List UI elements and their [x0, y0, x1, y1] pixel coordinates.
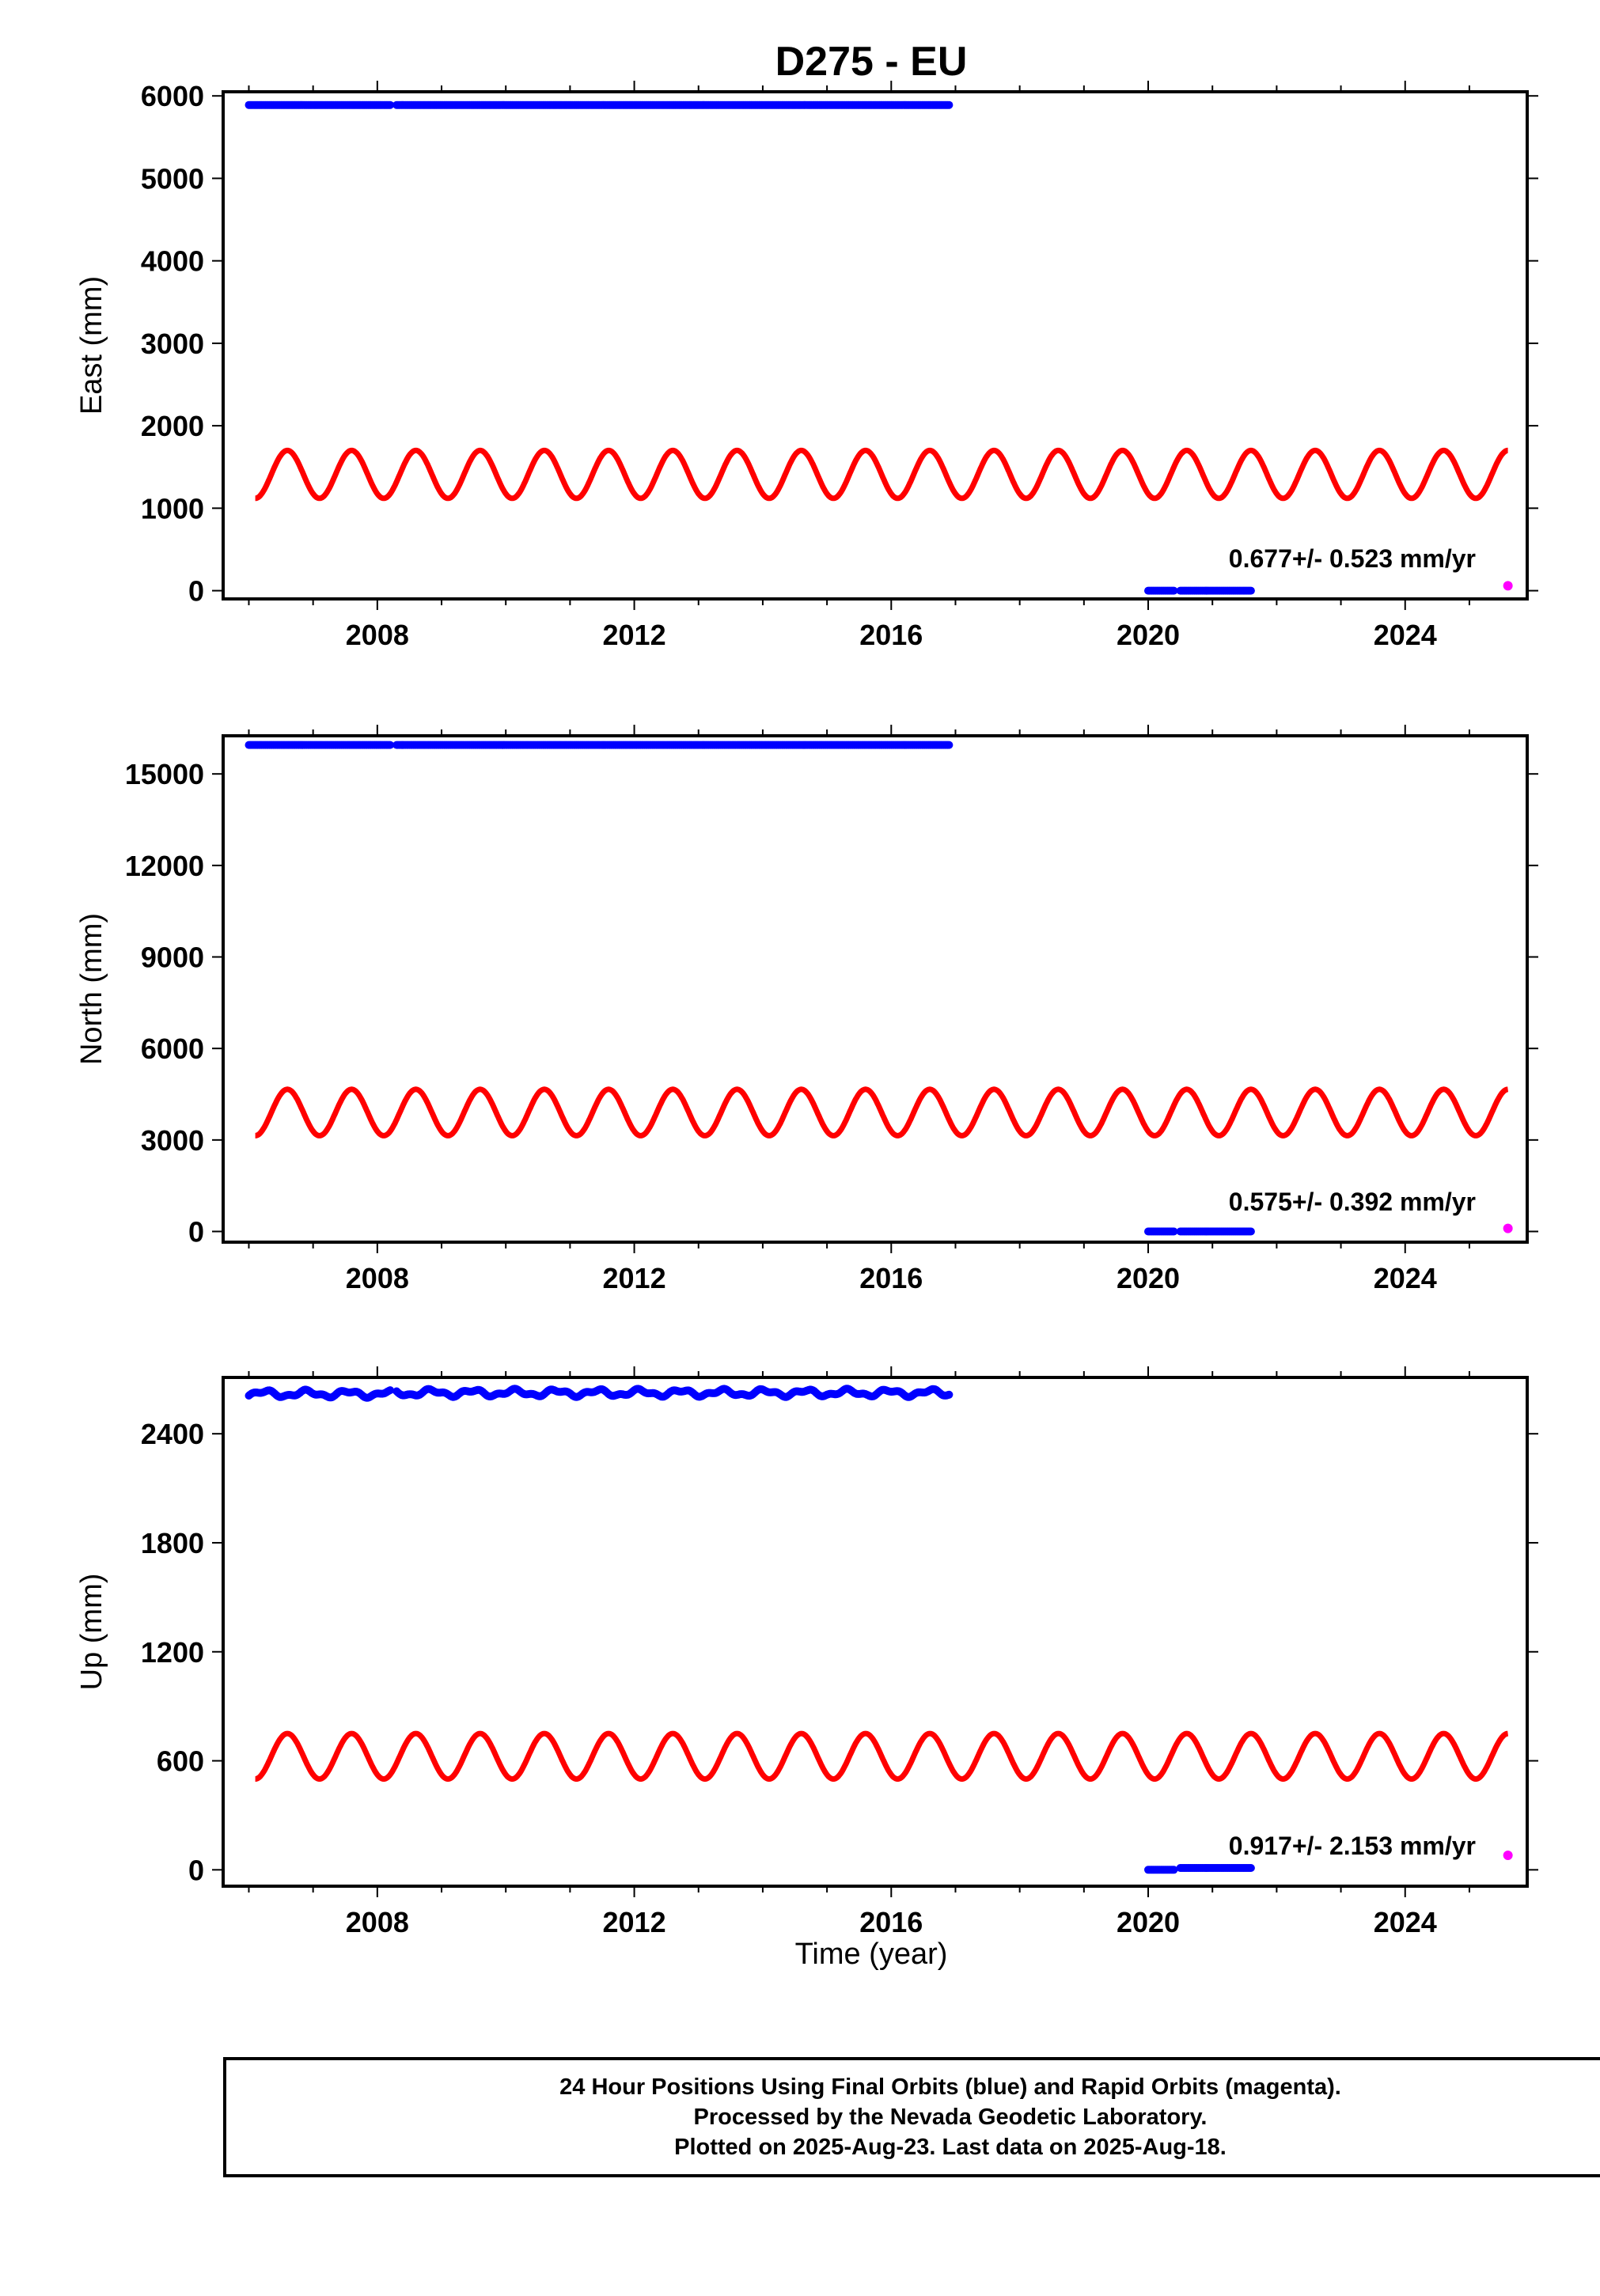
- north-y-axis-label: North (mm): [75, 913, 108, 1065]
- caption-line-1: 24 Hour Positions Using Final Orbits (bl…: [559, 2074, 1341, 2100]
- east-y-tick-label-0: 0: [188, 575, 204, 608]
- east-x-tick-label-2020: 2020: [1117, 619, 1180, 651]
- north-final-orbits-segment-2: [1144, 1227, 1178, 1236]
- caption-line-3: Plotted on 2025-Aug-23. Last data on 202…: [674, 2135, 1227, 2160]
- up-y-tick-label-0: 0: [188, 1854, 204, 1886]
- north-x-tick-label-2020: 2020: [1117, 1262, 1180, 1294]
- north-panel: 2008 2012 2016 2020 2024 0 3000 6000 9000 12000 15…: [75, 725, 1538, 1294]
- east-velocity-label: 0.677+/- 0.523 mm/yr: [1229, 544, 1476, 573]
- east-x-tick-label-2016: 2016: [859, 619, 923, 651]
- up-x-tick-label-2024: 2024: [1374, 1906, 1437, 1938]
- up-final-orbit-point: [945, 1390, 954, 1399]
- x-axis-label: Time (year): [795, 1938, 948, 1971]
- north-y-tick-label-12000: 12000: [125, 850, 204, 882]
- north-final-orbit-point: [1170, 1227, 1178, 1236]
- east-final-orbit-point: [945, 100, 954, 109]
- north-model-curve: [255, 1086, 1509, 1139]
- north-final-orbits-segment-1: [392, 741, 954, 749]
- up-rapid-orbit-point-0: [1503, 1850, 1513, 1860]
- east-plot-frame: [222, 90, 1529, 601]
- north-x-tick-label-2016: 2016: [859, 1262, 923, 1294]
- east-final-orbits-segment-1: [392, 100, 954, 109]
- east-panel: 2008 2012 2016 2020 2024 0 1000 2000 3000 4000 500…: [75, 80, 1538, 651]
- east-x-tick-label-2008: 2008: [346, 619, 409, 651]
- caption-box: 24 Hour Positions Using Final Orbits (bl…: [223, 2057, 1600, 2177]
- east-final-orbit-point: [386, 100, 395, 109]
- east-y-tick-label-1000: 1000: [141, 492, 204, 525]
- east-y-tick-label-3000: 3000: [141, 328, 204, 360]
- up-velocity-label: 0.917+/- 2.153 mm/yr: [1229, 1832, 1476, 1860]
- north-y-tick-label-15000: 15000: [125, 758, 204, 790]
- up-final-orbits-segment-0: [245, 1385, 395, 1402]
- north-final-orbit-point: [945, 741, 954, 749]
- east-final-orbits-segment-2: [1144, 586, 1178, 595]
- up-x-tick-label-2012: 2012: [603, 1906, 666, 1938]
- north-final-orbits-segment-0: [245, 741, 395, 749]
- east-x-tick-label-2012: 2012: [603, 619, 666, 651]
- up-x-tick-label-2016: 2016: [859, 1906, 923, 1938]
- east-rapid-orbit-point-0: [1503, 581, 1513, 591]
- north-x-tick-label-2008: 2008: [346, 1262, 409, 1294]
- up-final-orbits-segment-3: [1176, 1864, 1255, 1872]
- north-y-tick-label-0: 0: [188, 1216, 204, 1248]
- east-y-tick-label-4000: 4000: [141, 245, 204, 278]
- east-final-orbits-segment-0: [245, 100, 395, 109]
- up-final-orbit-point: [386, 1386, 395, 1395]
- north-final-orbits-segment-3: [1176, 1227, 1255, 1236]
- up-model-curve: [255, 1730, 1509, 1782]
- up-x-tick-label-2020: 2020: [1117, 1906, 1180, 1938]
- east-y-tick-label-6000: 6000: [141, 80, 204, 112]
- up-plot-frame: [222, 1376, 1529, 1888]
- up-final-orbit-point: [1246, 1864, 1255, 1872]
- up-y-tick-label-600: 600: [157, 1745, 204, 1778]
- chart-title: D275 - EU: [775, 39, 968, 85]
- east-y-axis-label: East (mm): [75, 276, 108, 415]
- north-y-tick-label-9000: 9000: [141, 942, 204, 974]
- up-y-axis-label: Up (mm): [75, 1574, 108, 1691]
- up-y-tick-label-1200: 1200: [141, 1636, 204, 1669]
- up-final-orbit-point: [1170, 1866, 1178, 1874]
- north-y-tick-label-6000: 6000: [141, 1032, 204, 1065]
- north-velocity-label: 0.575+/- 0.392 mm/yr: [1229, 1188, 1476, 1216]
- east-x-tick-label-2024: 2024: [1374, 619, 1437, 651]
- up-final-orbits-segment-2: [1144, 1866, 1178, 1874]
- north-x-tick-label-2024: 2024: [1374, 1262, 1437, 1294]
- caption-line-2: Processed by the Nevada Geodetic Laborat…: [693, 2105, 1208, 2130]
- east-final-orbit-point: [1246, 586, 1255, 595]
- north-final-orbit-point: [1246, 1227, 1255, 1236]
- north-rapid-orbit-point-0: [1503, 1223, 1513, 1233]
- north-y-tick-label-3000: 3000: [141, 1124, 204, 1157]
- east-final-orbits-segment-3: [1176, 586, 1255, 595]
- up-y-tick-label-1800: 1800: [141, 1527, 204, 1559]
- north-plot-frame: [222, 734, 1529, 1244]
- north-final-orbit-point: [386, 741, 395, 749]
- up-panel: 2008 2012 2016 2020 2024 0 600 1200 1800 2400 Up (…: [75, 1366, 1538, 1938]
- up-final-orbits-segment-1: [392, 1385, 954, 1401]
- up-x-tick-label-2008: 2008: [346, 1906, 409, 1938]
- north-x-tick-label-2012: 2012: [603, 1262, 666, 1294]
- east-final-orbit-point: [1170, 586, 1178, 595]
- east-y-tick-label-2000: 2000: [141, 410, 204, 442]
- east-model-curve: [255, 447, 1508, 502]
- up-y-tick-label-2400: 2400: [141, 1418, 204, 1450]
- east-y-tick-label-5000: 5000: [141, 162, 204, 195]
